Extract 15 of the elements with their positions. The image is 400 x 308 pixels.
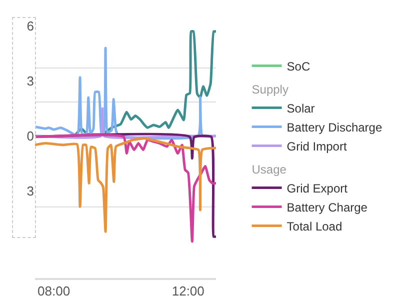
legend-label: Grid Import [286, 139, 348, 154]
y-tick-label: 6 [26, 18, 34, 34]
x-tick-label: 08:00 [38, 284, 70, 299]
text: Supply [252, 82, 288, 96]
y-tick-label: 0 [26, 128, 34, 144]
y-tick-label: 3 [26, 74, 34, 89]
legend-label: Battery Discharge [286, 120, 382, 134]
x-tick-label: 12:00 [172, 284, 204, 299]
legend-label: Solar [286, 101, 315, 116]
y-tick-label: 3 [26, 184, 34, 198]
legend-label: Total Load [286, 219, 342, 234]
legend-label: Battery Charge [286, 200, 368, 214]
legend-label: SoC [286, 59, 310, 74]
text: Usage [252, 162, 287, 176]
legend-label: Grid Export [286, 181, 348, 196]
